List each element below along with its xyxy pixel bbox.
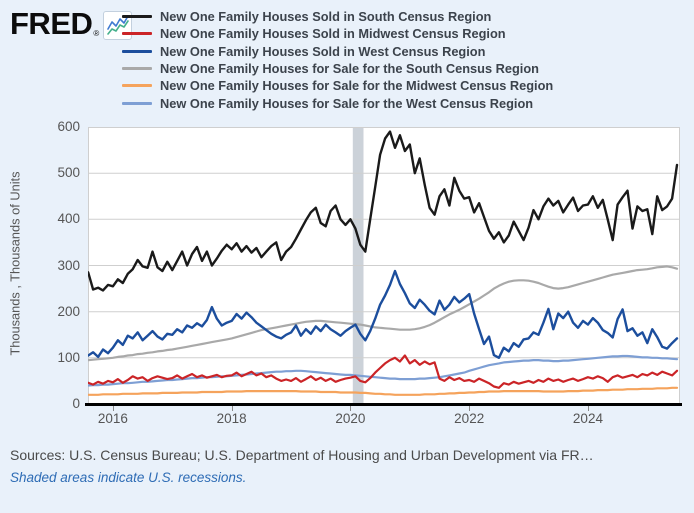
series-line [87, 130, 679, 292]
x-tick-label: 2020 [335, 411, 366, 426]
sources-text: Sources: U.S. Census Bureau; U.S. Depart… [10, 447, 594, 463]
x-tick-label: 2018 [216, 411, 247, 426]
recession-note[interactable]: Shaded areas indicate U.S. recessions. [10, 470, 247, 485]
legend: New One Family Houses Sold in South Cens… [122, 8, 553, 112]
x-tick-mark [112, 406, 114, 411]
x-tick-mark [469, 406, 471, 411]
y-tick-label: 100 [57, 349, 80, 365]
series-line [87, 386, 679, 396]
y-tick-label: 600 [57, 119, 80, 134]
series-line [87, 354, 679, 389]
legend-label: New One Family Houses Sold in Midwest Ce… [160, 26, 506, 42]
legend-label: New One Family Houses Sold in West Censu… [160, 43, 486, 59]
fred-logo-text: FRED [10, 6, 93, 41]
legend-swatch [122, 15, 152, 19]
x-tick-label: 2016 [97, 411, 128, 426]
y-tick-label: 300 [57, 257, 80, 273]
y-tick-label: 400 [57, 211, 80, 227]
legend-item-west-forsale[interactable]: New One Family Houses for Sale for the W… [122, 94, 553, 111]
legend-swatch [122, 32, 152, 36]
x-tick-label: 2024 [572, 411, 603, 426]
legend-label: New One Family Houses for Sale for the S… [160, 61, 539, 77]
x-tick-mark [231, 406, 233, 411]
legend-label: New One Family Houses for Sale for the M… [160, 78, 554, 94]
legend-item-midwest-sold[interactable]: New One Family Houses Sold in Midwest Ce… [122, 25, 553, 42]
x-axis-line [85, 403, 682, 406]
x-tick-mark [350, 406, 352, 411]
y-tick-label: 500 [57, 165, 80, 181]
legend-item-west-sold[interactable]: New One Family Houses Sold in West Censu… [122, 43, 553, 60]
fred-logo[interactable]: FRED ® [10, 6, 133, 41]
x-tick-label: 2022 [454, 411, 485, 426]
y-axis-title: Thousands , Thousands of Units [7, 171, 23, 356]
legend-swatch [122, 84, 152, 88]
x-tick-mark [587, 406, 589, 411]
legend-swatch [122, 67, 152, 71]
series-line [87, 354, 679, 387]
legend-swatch [122, 101, 152, 105]
legend-item-midwest-forsale[interactable]: New One Family Houses for Sale for the M… [122, 77, 553, 94]
registered-trademark: ® [93, 29, 100, 38]
series-line [87, 265, 679, 362]
y-tick-label: 200 [57, 303, 80, 319]
series-line [87, 269, 679, 360]
plot-area [87, 127, 680, 404]
line-chart [87, 127, 680, 404]
y-tick-label: 0 [72, 396, 80, 411]
legend-item-south-forsale[interactable]: New One Family Houses for Sale for the S… [122, 60, 553, 77]
legend-label: New One Family Houses Sold in South Cens… [160, 9, 492, 25]
legend-swatch [122, 49, 152, 53]
legend-label: New One Family Houses for Sale for the W… [160, 95, 534, 111]
legend-item-south-sold[interactable]: New One Family Houses Sold in South Cens… [122, 8, 553, 25]
